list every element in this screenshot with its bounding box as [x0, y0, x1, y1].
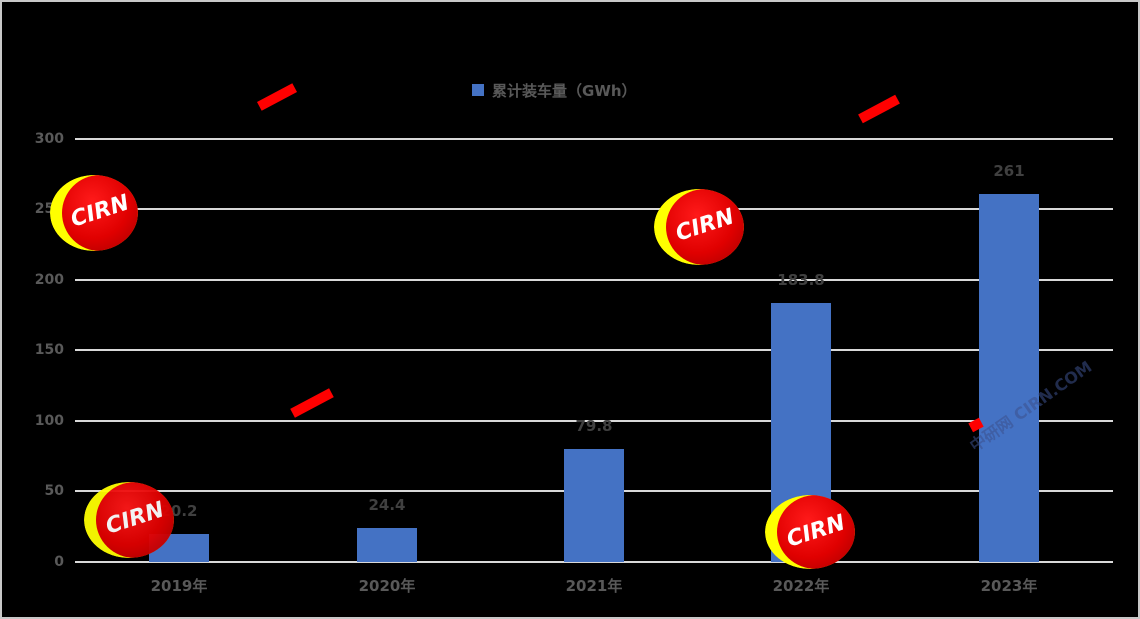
- y-tick-150: 150: [34, 342, 64, 358]
- x-tick-2019: 2019年: [150, 577, 208, 595]
- watermark-badge-icon: CIRN: [765, 495, 855, 569]
- legend-swatch-icon: [472, 84, 484, 96]
- watermark-badge-icon: CIRN: [50, 175, 138, 251]
- data-label: 183.8: [777, 271, 825, 289]
- bar-2023年: [979, 194, 1039, 562]
- legend: 累计装车量（GWh）: [472, 79, 637, 101]
- bar-2021年: [564, 449, 624, 562]
- x-tick-2023: 2023年: [980, 577, 1038, 595]
- gridline-300: [75, 138, 1113, 140]
- y-tick-200: 200: [34, 272, 64, 288]
- gridline-200: [75, 279, 1113, 281]
- y-tick-100: 100: [34, 413, 64, 429]
- gridline-250: [75, 208, 1113, 210]
- legend-label: 累计装车量（GWh）: [492, 81, 637, 100]
- gridline-150: [75, 349, 1113, 351]
- gridline-0: [75, 561, 1113, 563]
- watermark-badge-icon: CIRN: [84, 482, 174, 558]
- x-tick-2020: 2020年: [358, 577, 416, 595]
- y-tick-50: 50: [44, 483, 64, 499]
- y-tick-0: 0: [54, 554, 64, 570]
- data-label: 261: [993, 162, 1025, 180]
- watermark-badge-icon: CIRN: [654, 189, 744, 265]
- x-tick-2022: 2022年: [772, 577, 830, 595]
- data-label: 79.8: [575, 417, 613, 435]
- bar-2020年: [357, 528, 417, 562]
- data-label: 24.4: [368, 496, 406, 514]
- gridline-100: [75, 420, 1113, 422]
- x-tick-2021: 2021年: [565, 577, 623, 595]
- y-tick-300: 300: [34, 131, 64, 147]
